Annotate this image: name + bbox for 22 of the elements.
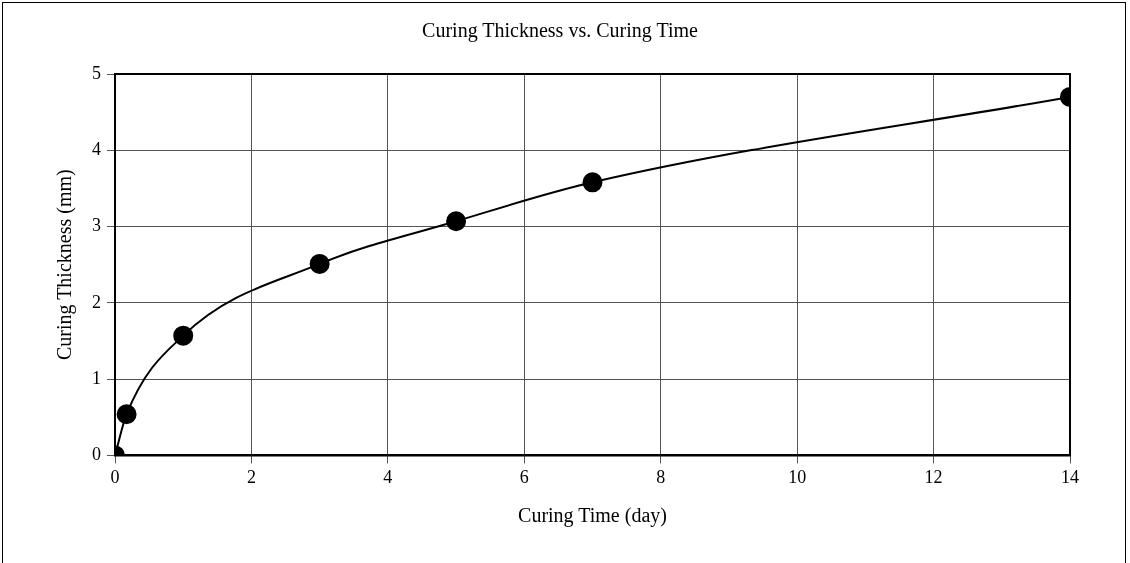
x-tick-label: 6 (519, 466, 529, 487)
point (446, 211, 467, 232)
x-tick-label: 8 (656, 466, 666, 487)
y-tick-label: 1 (92, 367, 101, 388)
y-axis-title: Curing Thickness (mm) (53, 169, 77, 361)
point (309, 253, 330, 274)
y-tick-label: 4 (92, 139, 101, 160)
point (582, 172, 603, 193)
x-tick-label: 12 (924, 466, 943, 487)
y-tick-label: 0 (92, 444, 101, 465)
x-tick-label: 10 (788, 466, 807, 487)
point (173, 325, 194, 346)
point (116, 404, 137, 425)
x-tick-label: 4 (383, 466, 393, 487)
x-tick-label: 0 (110, 466, 120, 487)
chart-title: Curing Thickness vs. Curing Time (422, 19, 698, 43)
x-tick-label: 14 (1061, 466, 1079, 487)
x-tick-label: 2 (246, 466, 256, 487)
y-tick-label: 5 (92, 62, 101, 83)
y-tick-label: 3 (92, 215, 101, 236)
y-tick-label: 2 (92, 291, 101, 312)
x-axis-title: Curing Time (day) (518, 504, 667, 528)
